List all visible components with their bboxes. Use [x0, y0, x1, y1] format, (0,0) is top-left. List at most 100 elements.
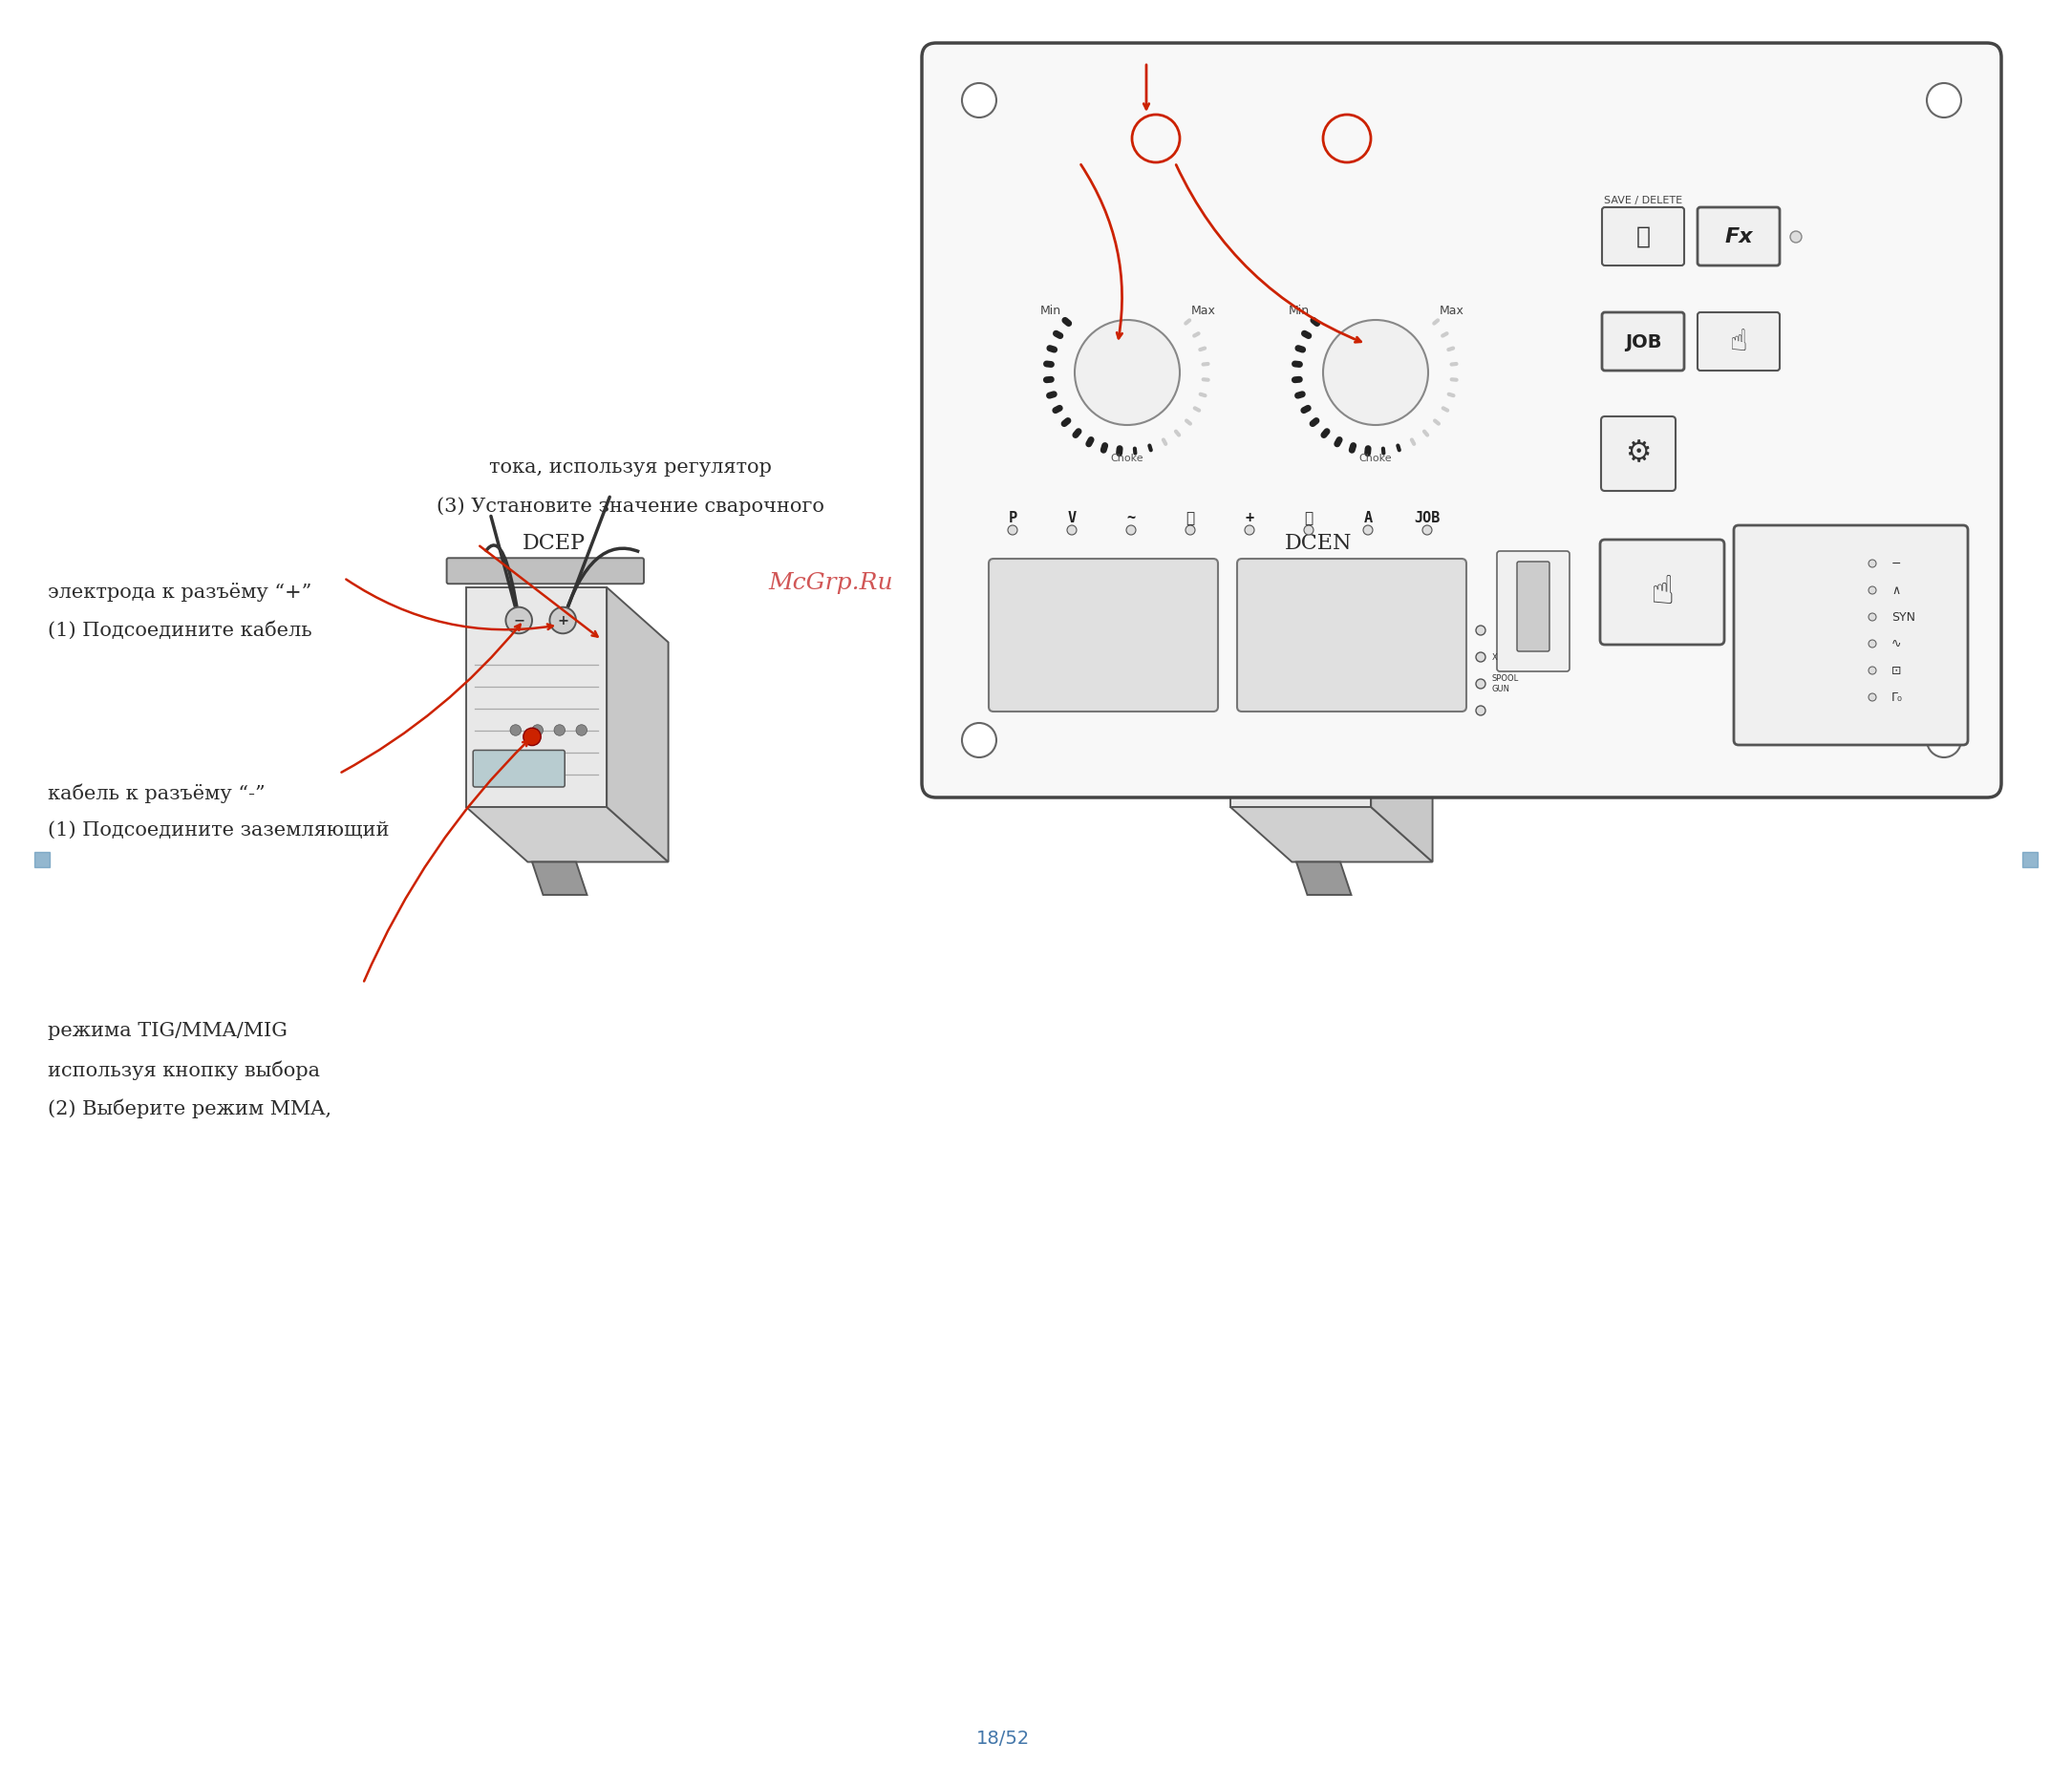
Text: режима TIG/MMA/MIG: режима TIG/MMA/MIG: [48, 1021, 288, 1041]
Circle shape: [1869, 693, 1875, 702]
FancyBboxPatch shape: [988, 559, 1218, 712]
FancyBboxPatch shape: [1210, 559, 1409, 584]
Text: −: −: [1892, 557, 1902, 569]
Circle shape: [549, 607, 576, 634]
FancyBboxPatch shape: [1697, 312, 1780, 371]
Text: ⊡: ⊡: [1892, 664, 1902, 677]
Circle shape: [1287, 728, 1305, 746]
Circle shape: [1475, 652, 1486, 662]
Text: (1) Подсоедините заземляющий: (1) Подсоедините заземляющий: [48, 821, 390, 839]
Circle shape: [1075, 320, 1179, 425]
FancyBboxPatch shape: [448, 559, 644, 584]
Text: ⚙: ⚙: [1624, 439, 1651, 468]
Circle shape: [1475, 625, 1486, 635]
Text: DCEP: DCEP: [522, 532, 586, 553]
Circle shape: [1869, 639, 1875, 648]
Circle shape: [961, 84, 997, 118]
Text: ☝: ☝: [1730, 328, 1747, 355]
Circle shape: [1067, 525, 1077, 536]
Circle shape: [1297, 725, 1307, 735]
FancyBboxPatch shape: [2022, 851, 2037, 868]
Text: Min: Min: [1289, 303, 1310, 316]
Circle shape: [1869, 612, 1875, 621]
Text: +: +: [1245, 511, 1254, 525]
Circle shape: [506, 607, 533, 634]
Circle shape: [1869, 666, 1875, 675]
Text: Max: Max: [1440, 303, 1465, 316]
Text: ∧: ∧: [1892, 584, 1900, 596]
Text: 📁: 📁: [1637, 225, 1649, 248]
Circle shape: [533, 725, 543, 735]
Circle shape: [1363, 525, 1374, 536]
Polygon shape: [466, 807, 669, 862]
FancyBboxPatch shape: [1602, 207, 1685, 266]
Text: Fx: Fx: [1724, 227, 1753, 246]
Text: кабель к разъёму “-”: кабель к разъёму “-”: [48, 784, 265, 803]
Text: JOB: JOB: [1413, 511, 1440, 525]
Text: ~: ~: [1127, 511, 1135, 525]
Text: Choke: Choke: [1111, 453, 1144, 462]
Text: SYN: SYN: [1892, 610, 1915, 623]
FancyBboxPatch shape: [35, 851, 50, 868]
Circle shape: [961, 723, 997, 757]
Circle shape: [1007, 525, 1017, 536]
Text: +: +: [1322, 614, 1332, 627]
Text: −: −: [514, 614, 524, 627]
Text: используя кнопку выбора: используя кнопку выбора: [48, 1060, 319, 1080]
Text: Max: Max: [1191, 303, 1216, 316]
Text: электрода к разъёму “+”: электрода к разъёму “+”: [48, 582, 311, 602]
Circle shape: [576, 725, 586, 735]
Circle shape: [1324, 320, 1428, 425]
Text: ⨁: ⨁: [1305, 511, 1314, 525]
Text: −: −: [1278, 614, 1289, 627]
Text: SAVE / DELETE: SAVE / DELETE: [1604, 196, 1682, 205]
Circle shape: [1303, 525, 1314, 536]
Text: McGrp.Ru: McGrp.Ru: [769, 571, 893, 594]
Circle shape: [1314, 607, 1341, 634]
FancyBboxPatch shape: [1602, 312, 1685, 371]
Text: Γ₀: Γ₀: [1892, 691, 1902, 703]
FancyBboxPatch shape: [1237, 750, 1328, 787]
Circle shape: [1245, 525, 1254, 536]
Circle shape: [510, 725, 520, 735]
Text: ∿: ∿: [1892, 637, 1902, 650]
Text: (2) Выберите режим MMA,: (2) Выберите режим MMA,: [48, 1098, 332, 1117]
Circle shape: [1927, 723, 1962, 757]
Circle shape: [1270, 607, 1297, 634]
Circle shape: [1421, 525, 1432, 536]
Polygon shape: [607, 587, 669, 862]
Circle shape: [1869, 560, 1875, 568]
Text: A: A: [1363, 511, 1372, 525]
Circle shape: [1318, 725, 1330, 735]
FancyBboxPatch shape: [922, 43, 2002, 798]
FancyBboxPatch shape: [1697, 207, 1780, 266]
Text: Min: Min: [1040, 303, 1061, 316]
Circle shape: [1127, 525, 1135, 536]
Circle shape: [1341, 725, 1351, 735]
Text: (1) Подсоедините кабель: (1) Подсоедините кабель: [48, 621, 313, 639]
Text: X: X: [1492, 653, 1498, 662]
Circle shape: [524, 728, 541, 746]
Text: +: +: [557, 614, 568, 627]
Circle shape: [1790, 230, 1803, 243]
Text: 18/52: 18/52: [976, 1730, 1030, 1748]
FancyBboxPatch shape: [1602, 416, 1676, 491]
Text: Choke: Choke: [1359, 453, 1392, 462]
Polygon shape: [466, 587, 607, 807]
Text: SPOOL
GUN: SPOOL GUN: [1492, 675, 1519, 693]
Circle shape: [1869, 587, 1875, 594]
Circle shape: [1274, 725, 1285, 735]
FancyBboxPatch shape: [1496, 552, 1569, 671]
Polygon shape: [533, 862, 586, 894]
Text: DCEN: DCEN: [1285, 532, 1351, 553]
Polygon shape: [1231, 807, 1432, 862]
Text: JOB: JOB: [1624, 332, 1662, 352]
Circle shape: [1475, 705, 1486, 716]
Circle shape: [1185, 525, 1196, 536]
Polygon shape: [1231, 587, 1372, 807]
FancyBboxPatch shape: [1237, 559, 1467, 712]
Text: V: V: [1067, 511, 1075, 525]
FancyBboxPatch shape: [1734, 525, 1968, 744]
Text: P: P: [1009, 511, 1017, 525]
Text: тока, используя регулятор: тока, используя регулятор: [489, 459, 771, 477]
